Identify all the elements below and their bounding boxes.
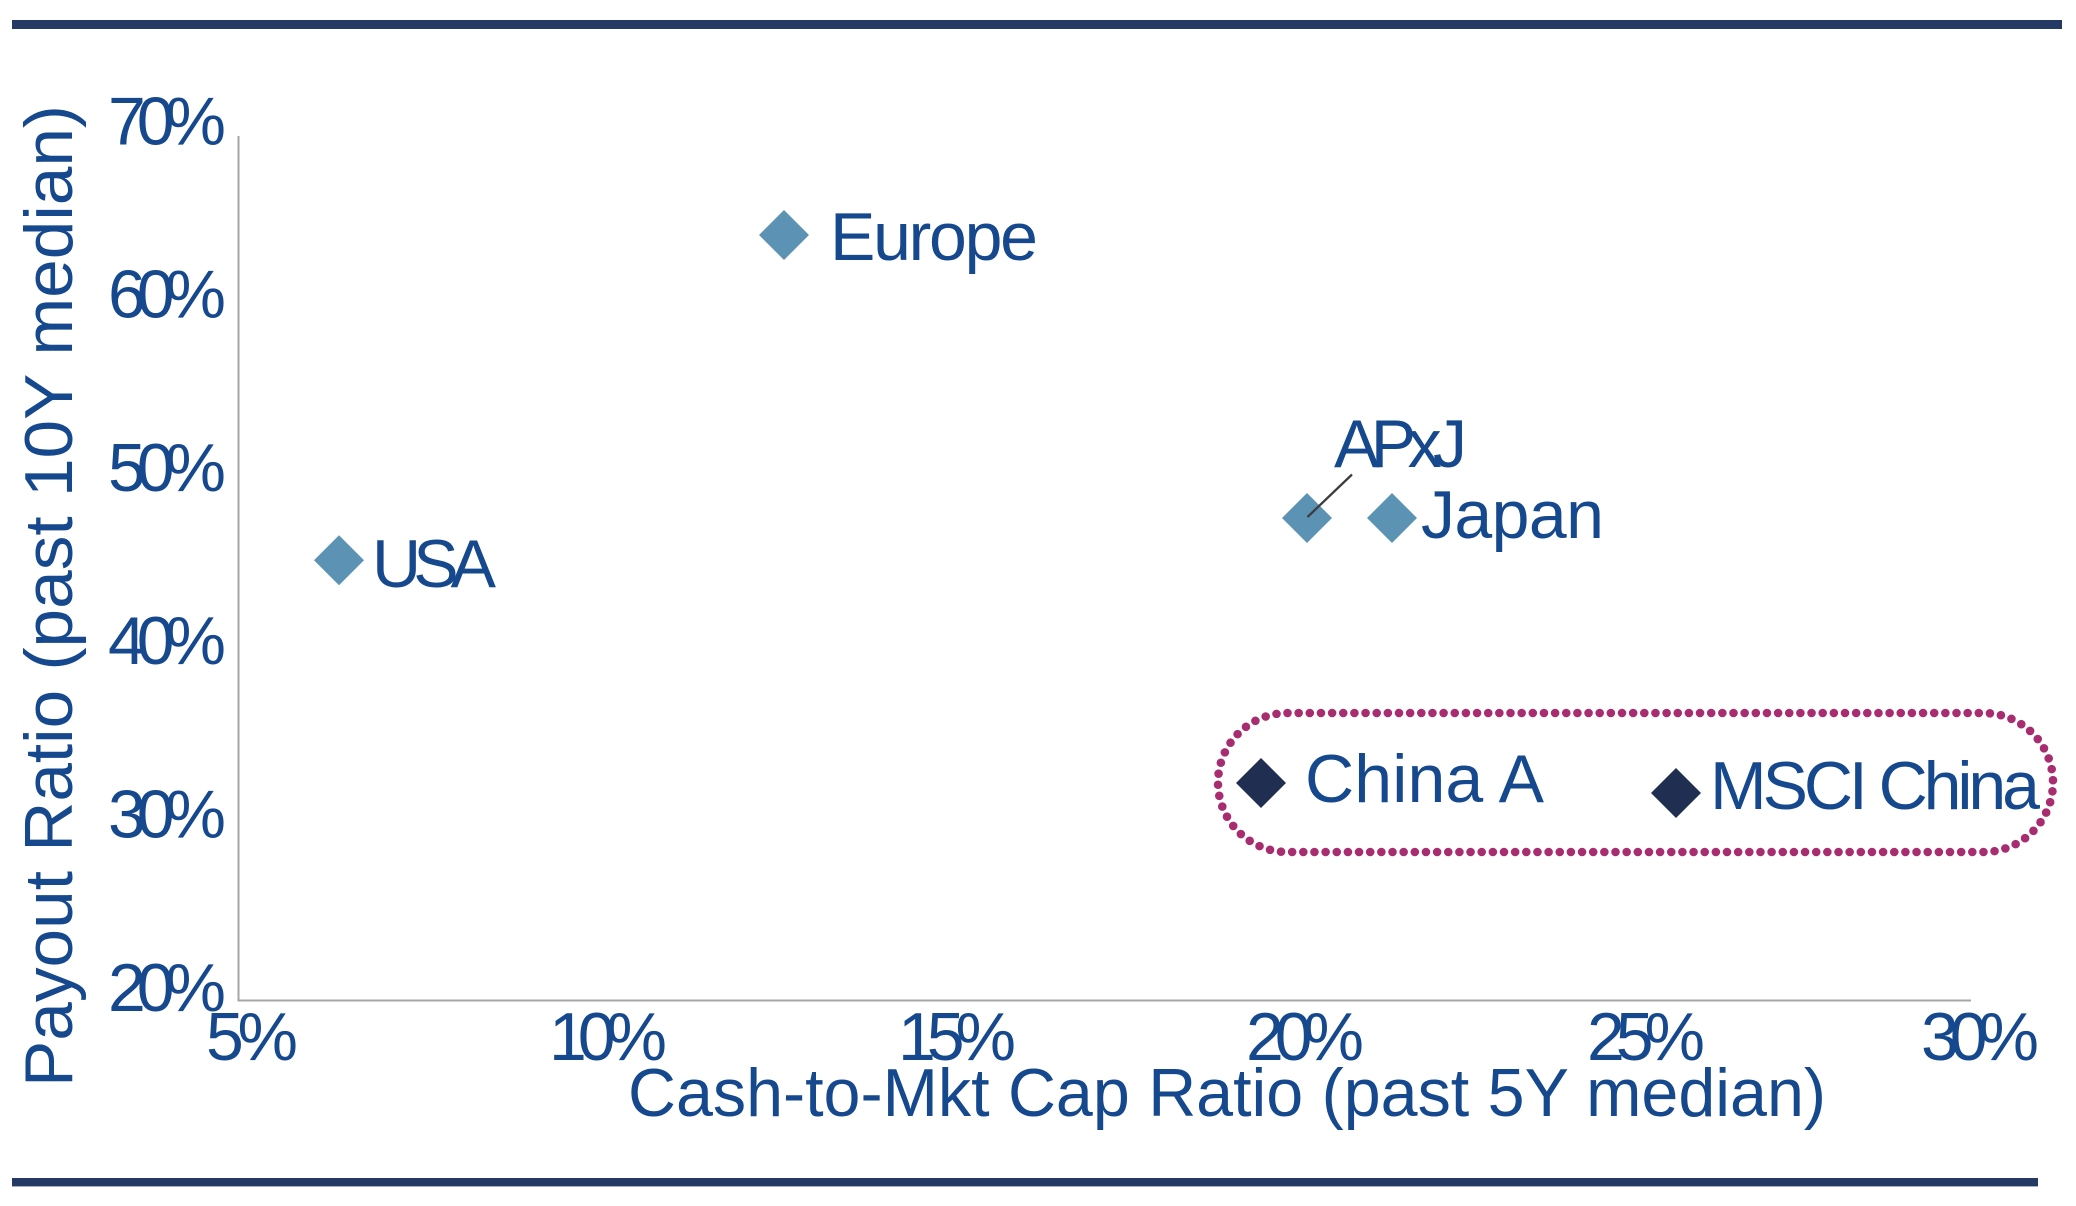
svg-text:70%: 70% bbox=[108, 83, 226, 159]
svg-text:USA: USA bbox=[372, 526, 497, 602]
svg-text:40%: 40% bbox=[108, 603, 226, 679]
svg-text:20%: 20% bbox=[108, 950, 226, 1026]
svg-text:15%: 15% bbox=[898, 999, 1016, 1075]
svg-text:25%: 25% bbox=[1587, 999, 1705, 1075]
svg-text:MSCI China: MSCI China bbox=[1710, 748, 2040, 824]
svg-text:Payout Ratio (past 10Y median): Payout Ratio (past 10Y median) bbox=[11, 105, 87, 1087]
svg-text:Europe: Europe bbox=[830, 199, 1038, 275]
svg-text:5%: 5% bbox=[206, 999, 298, 1075]
svg-text:APxJ: APxJ bbox=[1334, 406, 1467, 482]
svg-text:Japan: Japan bbox=[1421, 477, 1604, 553]
svg-text:China A: China A bbox=[1305, 741, 1545, 817]
svg-text:20%: 20% bbox=[1246, 999, 1364, 1075]
svg-text:60%: 60% bbox=[108, 257, 226, 333]
svg-text:10%: 10% bbox=[549, 999, 667, 1075]
svg-text:30%: 30% bbox=[108, 777, 226, 853]
svg-text:Cash-to-Mkt Cap Ratio (past 5Y: Cash-to-Mkt Cap Ratio (past 5Y median) bbox=[628, 1055, 1826, 1131]
svg-text:50%: 50% bbox=[108, 430, 226, 506]
svg-text:30%: 30% bbox=[1921, 999, 2039, 1075]
